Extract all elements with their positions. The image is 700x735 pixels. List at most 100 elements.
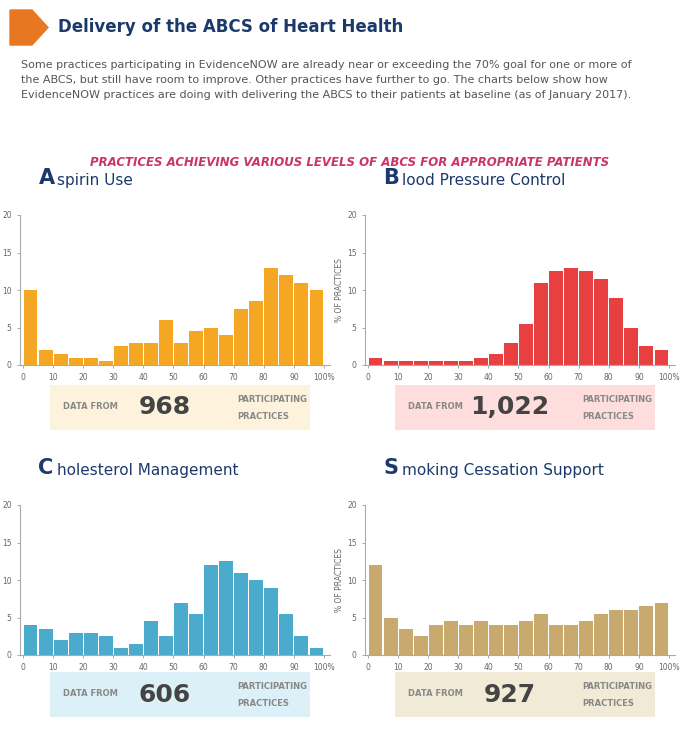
Text: S: S [384,458,398,478]
Bar [279,614,293,655]
Bar [564,268,578,365]
Bar [580,621,593,655]
Bar [24,625,38,655]
Bar [219,562,233,655]
Text: PRACTICES: PRACTICES [582,412,634,421]
Bar [204,328,218,365]
Text: DATA FROM: DATA FROM [408,402,463,411]
Polygon shape [10,10,48,45]
Bar [69,633,83,655]
Text: 927: 927 [483,683,536,706]
Bar [384,617,398,655]
Bar [504,625,518,655]
Bar [504,343,518,365]
Bar [309,290,323,365]
Bar [234,573,248,655]
Text: PRACTICES: PRACTICES [237,699,289,708]
Bar [624,328,638,365]
Text: DATA FROM: DATA FROM [63,402,118,411]
Bar [519,621,533,655]
Bar [384,361,398,365]
Text: PARTICIPATING: PARTICIPATING [237,395,307,404]
Text: 1,022: 1,022 [470,395,549,420]
Text: A: A [38,168,55,188]
Bar [640,346,653,365]
Text: lood Pressure Control: lood Pressure Control [402,173,565,188]
Bar [295,282,308,365]
Text: PARTICIPATING: PARTICIPATING [582,682,652,691]
Bar [429,361,442,365]
Bar [489,625,503,655]
Bar [594,614,608,655]
Bar [414,361,428,365]
Text: spirin Use: spirin Use [57,173,132,188]
Bar [114,648,127,655]
Bar [69,357,83,365]
X-axis label: % OF PATIENTS WITH BLOOD PRESSURE CONTROLLED: % OF PATIENTS WITH BLOOD PRESSURE CONTRO… [417,385,623,394]
Text: moking Cessation Support: moking Cessation Support [402,463,603,478]
Bar [114,346,127,365]
Bar [534,282,548,365]
Y-axis label: % OF PRACTICES: % OF PRACTICES [335,258,344,322]
Bar [369,357,382,365]
Bar [399,628,412,655]
Bar [474,621,488,655]
Bar [610,610,623,655]
Bar [159,320,173,365]
Bar [309,648,323,655]
Bar [99,361,113,365]
Bar [24,290,38,365]
Text: Some practices participating in EvidenceNOW are already near or exceeding the 70: Some practices participating in Evidence… [21,60,631,100]
Bar [265,268,278,365]
Text: holesterol Management: holesterol Management [57,463,238,478]
Bar [295,637,308,655]
Bar [129,343,143,365]
FancyBboxPatch shape [45,671,315,718]
Text: DATA FROM: DATA FROM [63,689,118,698]
Bar [564,625,578,655]
Text: C: C [38,458,54,478]
Bar [249,580,263,655]
Text: B: B [384,168,399,188]
Bar [580,271,593,365]
Bar [234,309,248,365]
Bar [610,298,623,365]
Bar [459,625,473,655]
Bar [189,331,203,365]
X-axis label: % OF PATIENTS RECEIVING SMOKING CESSATION SUPPORT: % OF PATIENTS RECEIVING SMOKING CESSATIO… [409,675,631,684]
Bar [459,361,473,365]
Bar [144,343,158,365]
Y-axis label: % OF PRACTICES: % OF PRACTICES [335,548,344,612]
Bar [159,637,173,655]
Bar [550,625,563,655]
Bar [474,357,488,365]
Bar [174,603,188,655]
Bar [99,637,113,655]
Text: 968: 968 [139,395,190,420]
Text: PARTICIPATING: PARTICIPATING [582,395,652,404]
Bar [54,354,68,365]
X-axis label: % OF PATIENTS PRESCRIBED A STATIN MEDICATION: % OF PATIENTS PRESCRIBED A STATIN MEDICA… [78,675,272,684]
Bar [54,640,68,655]
Bar [429,625,442,655]
Bar [38,350,52,365]
FancyBboxPatch shape [45,384,315,431]
Bar [84,633,98,655]
Bar [640,606,653,655]
X-axis label: % OF PATIENTS USING ASPIRIN: % OF PATIENTS USING ASPIRIN [117,385,233,394]
Bar [38,628,52,655]
Text: DATA FROM: DATA FROM [408,689,463,698]
Bar [534,614,548,655]
Text: PARTICIPATING: PARTICIPATING [237,682,307,691]
Bar [414,637,428,655]
Bar [624,610,638,655]
Bar [265,587,278,655]
Bar [654,603,668,655]
Bar [444,361,458,365]
Text: PRACTICES: PRACTICES [237,412,289,421]
Bar [519,323,533,365]
Bar [399,361,412,365]
Bar [249,301,263,365]
Bar [594,279,608,365]
Bar [654,350,668,365]
